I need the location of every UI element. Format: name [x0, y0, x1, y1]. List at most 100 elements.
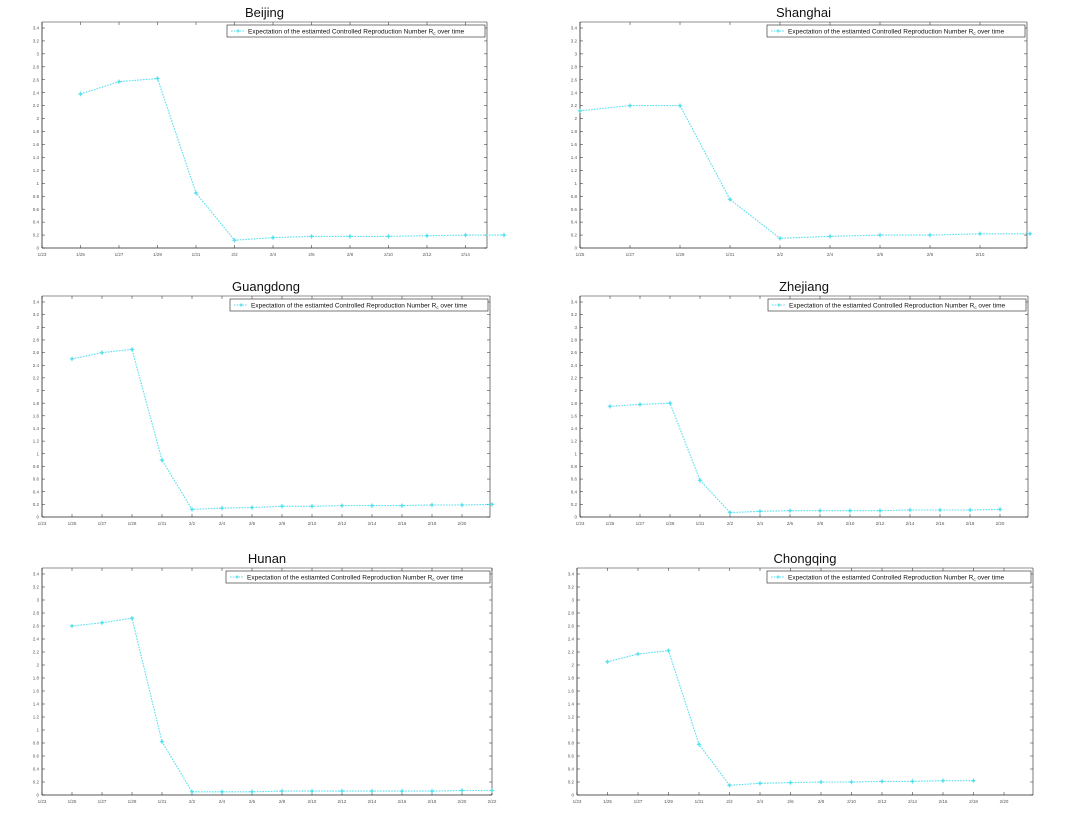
y-tick-label: 2.4 [571, 90, 578, 95]
data-point-marker [577, 108, 583, 114]
panel-title: Guangdong [232, 279, 300, 294]
x-tick-label: 2/12 [878, 799, 887, 804]
x-tick-label: 1/27 [634, 799, 643, 804]
y-tick-label: 1.8 [33, 401, 40, 406]
y-tick-label: 2.8 [571, 338, 578, 343]
x-tick-label: 1/23 [38, 799, 47, 804]
y-tick-label: 3.4 [571, 26, 578, 31]
legend-box [767, 298, 1027, 312]
y-tick-label: 1.2 [568, 715, 575, 720]
data-point-marker [69, 623, 75, 629]
y-tick-label: 0.2 [571, 233, 578, 238]
star-marker-icon [775, 28, 781, 34]
y-tick-label: 2.2 [33, 103, 40, 108]
data-point-marker [977, 231, 983, 237]
data-point-marker [429, 502, 435, 508]
y-tick-label: 0.4 [568, 767, 575, 772]
y-tick-label: 3.2 [33, 39, 40, 44]
legend: Expectation of the estiamted Controlled … [226, 24, 486, 38]
x-tick-label: 2/14 [908, 799, 917, 804]
y-tick-label: 1.6 [33, 689, 40, 694]
chart-panel-hunan: Hunan 0 0.2 0.4 0.6 0.8 1 1.2 1.4 1.6 1.8 2 2.2 2.4 2.… [33, 551, 497, 804]
legend-label: Expectation of the estiamted Controlled … [789, 302, 1006, 310]
y-tick-label: 2.6 [33, 624, 40, 629]
y-tick-label: 0.6 [571, 207, 578, 212]
y-tick-label: 2.8 [568, 611, 575, 616]
x-tick-label: 2/20 [458, 799, 467, 804]
x-tick-label: 2/12 [876, 521, 885, 526]
data-point-marker [279, 788, 285, 794]
legend-box [766, 24, 1026, 38]
y-tick-label: 1.6 [568, 689, 575, 694]
data-point-marker [970, 777, 977, 784]
x-tick-label: 1/27 [636, 521, 645, 526]
data-point-marker [279, 503, 285, 510]
y-tick-label: 1.2 [33, 439, 40, 444]
legend: Expectation of the estiamted Controlled … [767, 298, 1027, 312]
legend: Expectation of the estiamted Controlled … [766, 24, 1026, 38]
data-point-marker [827, 233, 833, 240]
x-tick-label: 2/12 [338, 521, 347, 526]
y-tick-label: 1.4 [568, 702, 575, 707]
x-tick-label: 2/8 [818, 799, 825, 804]
y-tick-label: 0.8 [568, 741, 575, 746]
data-point-marker [909, 778, 916, 785]
x-tick-label: 2/2 [231, 252, 238, 257]
data-point-marker [677, 102, 683, 109]
data-point-marker [940, 777, 946, 784]
legend-box [766, 570, 1032, 584]
y-tick-label: 2.4 [571, 363, 578, 368]
y-tick-label: 1.2 [33, 715, 40, 720]
x-tick-label: 2/4 [219, 799, 226, 804]
x-tick-label: 2/8 [279, 521, 286, 526]
x-tick-label: 2/10 [847, 799, 856, 804]
x-tick-label: 1/25 [603, 799, 612, 804]
data-point-marker [927, 232, 933, 238]
y-tick-label: 0.4 [33, 220, 40, 225]
x-tick-label: 2/4 [757, 799, 764, 804]
data-point-marker [339, 502, 345, 509]
y-tick-label: 2.6 [571, 350, 578, 355]
data-point-marker [369, 502, 375, 509]
y-tick-label: 2.4 [33, 637, 40, 642]
data-point-marker [399, 502, 405, 509]
x-tick-label: 1/31 [192, 252, 201, 257]
x-tick-label: 2/2 [777, 252, 784, 257]
data-point-marker [967, 507, 973, 513]
y-tick-label: 0.4 [33, 767, 40, 772]
data-point-marker [99, 619, 105, 626]
y-tick-label: 1.8 [568, 676, 575, 681]
y-tick-label: 1 [571, 728, 574, 733]
y-tick-label: 2.4 [568, 637, 575, 642]
y-tick-label: 1.8 [571, 401, 578, 406]
data-point-marker [369, 788, 375, 794]
panel-title: Zhejiang [779, 279, 829, 294]
data-point-marker [997, 506, 1003, 513]
data-point-marker [339, 788, 345, 794]
data-point-marker [385, 233, 392, 240]
data-point-marker [424, 232, 430, 239]
data-point-marker [489, 787, 495, 794]
x-tick-label: 1/29 [666, 521, 675, 526]
x-tick-label: 2/10 [308, 521, 317, 526]
y-tick-label: 2.8 [33, 338, 40, 343]
data-point-marker [459, 502, 465, 508]
x-tick-label: 2/14 [461, 252, 470, 257]
data-point-marker [877, 507, 883, 514]
data-point-marker [219, 788, 225, 795]
data-point-marker [462, 232, 469, 238]
x-tick-label: 2/2 [189, 521, 196, 526]
x-tick-label: 2/6 [787, 799, 794, 804]
data-point-marker [399, 788, 405, 794]
y-tick-label: 1.6 [33, 413, 40, 418]
x-tick-label: 2/16 [398, 521, 407, 526]
y-tick-label: 3.4 [33, 26, 40, 31]
y-tick-label: 2 [36, 116, 39, 121]
y-tick-label: 2 [36, 663, 39, 668]
data-point-marker [627, 102, 633, 109]
y-tick-label: 1.6 [33, 142, 40, 147]
series-line [607, 650, 974, 786]
y-tick-label: 3 [36, 325, 39, 330]
y-tick-label: 3.2 [33, 585, 40, 590]
